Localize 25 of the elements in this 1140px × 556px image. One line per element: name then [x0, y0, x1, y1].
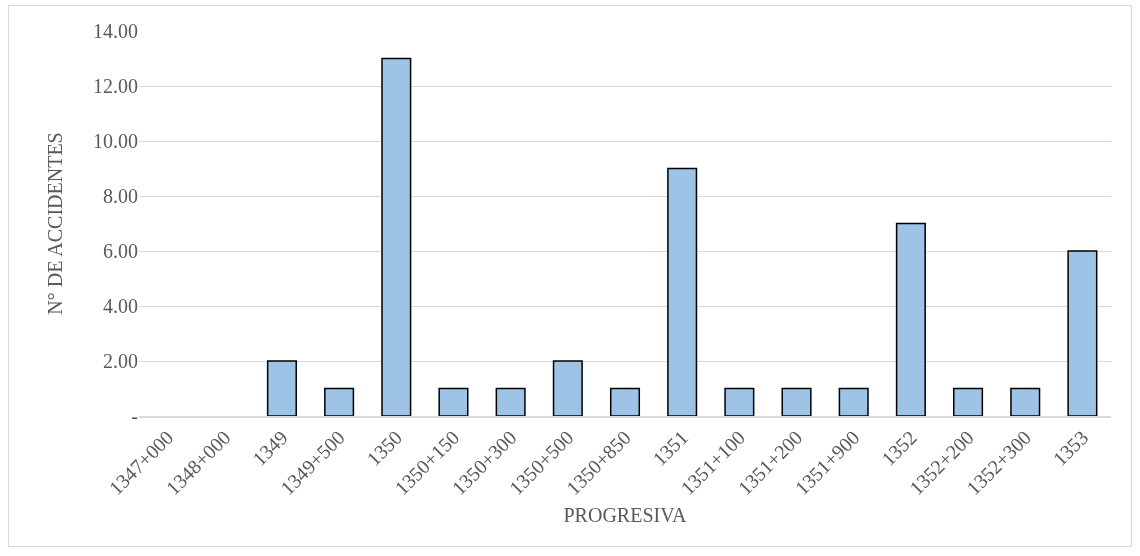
x-axis-title: PROGRESIVA — [563, 504, 688, 527]
y-axis-title: N° DE ACCIDENTES — [43, 132, 66, 315]
bar — [381, 57, 412, 416]
bar — [495, 387, 526, 416]
y-tick-label: 2.00 — [103, 350, 138, 372]
bar — [1010, 387, 1041, 416]
bar — [838, 387, 869, 416]
bar — [724, 387, 755, 416]
bar — [953, 387, 984, 416]
y-tick-label: 6.00 — [103, 240, 138, 262]
bar — [266, 360, 297, 416]
y-tick-label: 10.00 — [93, 130, 138, 152]
y-tick-label: 12.00 — [93, 75, 138, 97]
y-tick-label: - — [131, 405, 138, 427]
y-tick-label: 8.00 — [103, 185, 138, 207]
bar — [438, 387, 469, 416]
bar — [609, 387, 641, 416]
bar — [1067, 250, 1098, 416]
bar — [324, 387, 355, 416]
y-tick-label: 4.00 — [103, 295, 138, 317]
bar — [667, 167, 698, 416]
y-tick-label: 14.00 — [93, 20, 138, 42]
bar — [781, 387, 812, 416]
bar — [895, 222, 926, 416]
bar — [552, 360, 583, 416]
